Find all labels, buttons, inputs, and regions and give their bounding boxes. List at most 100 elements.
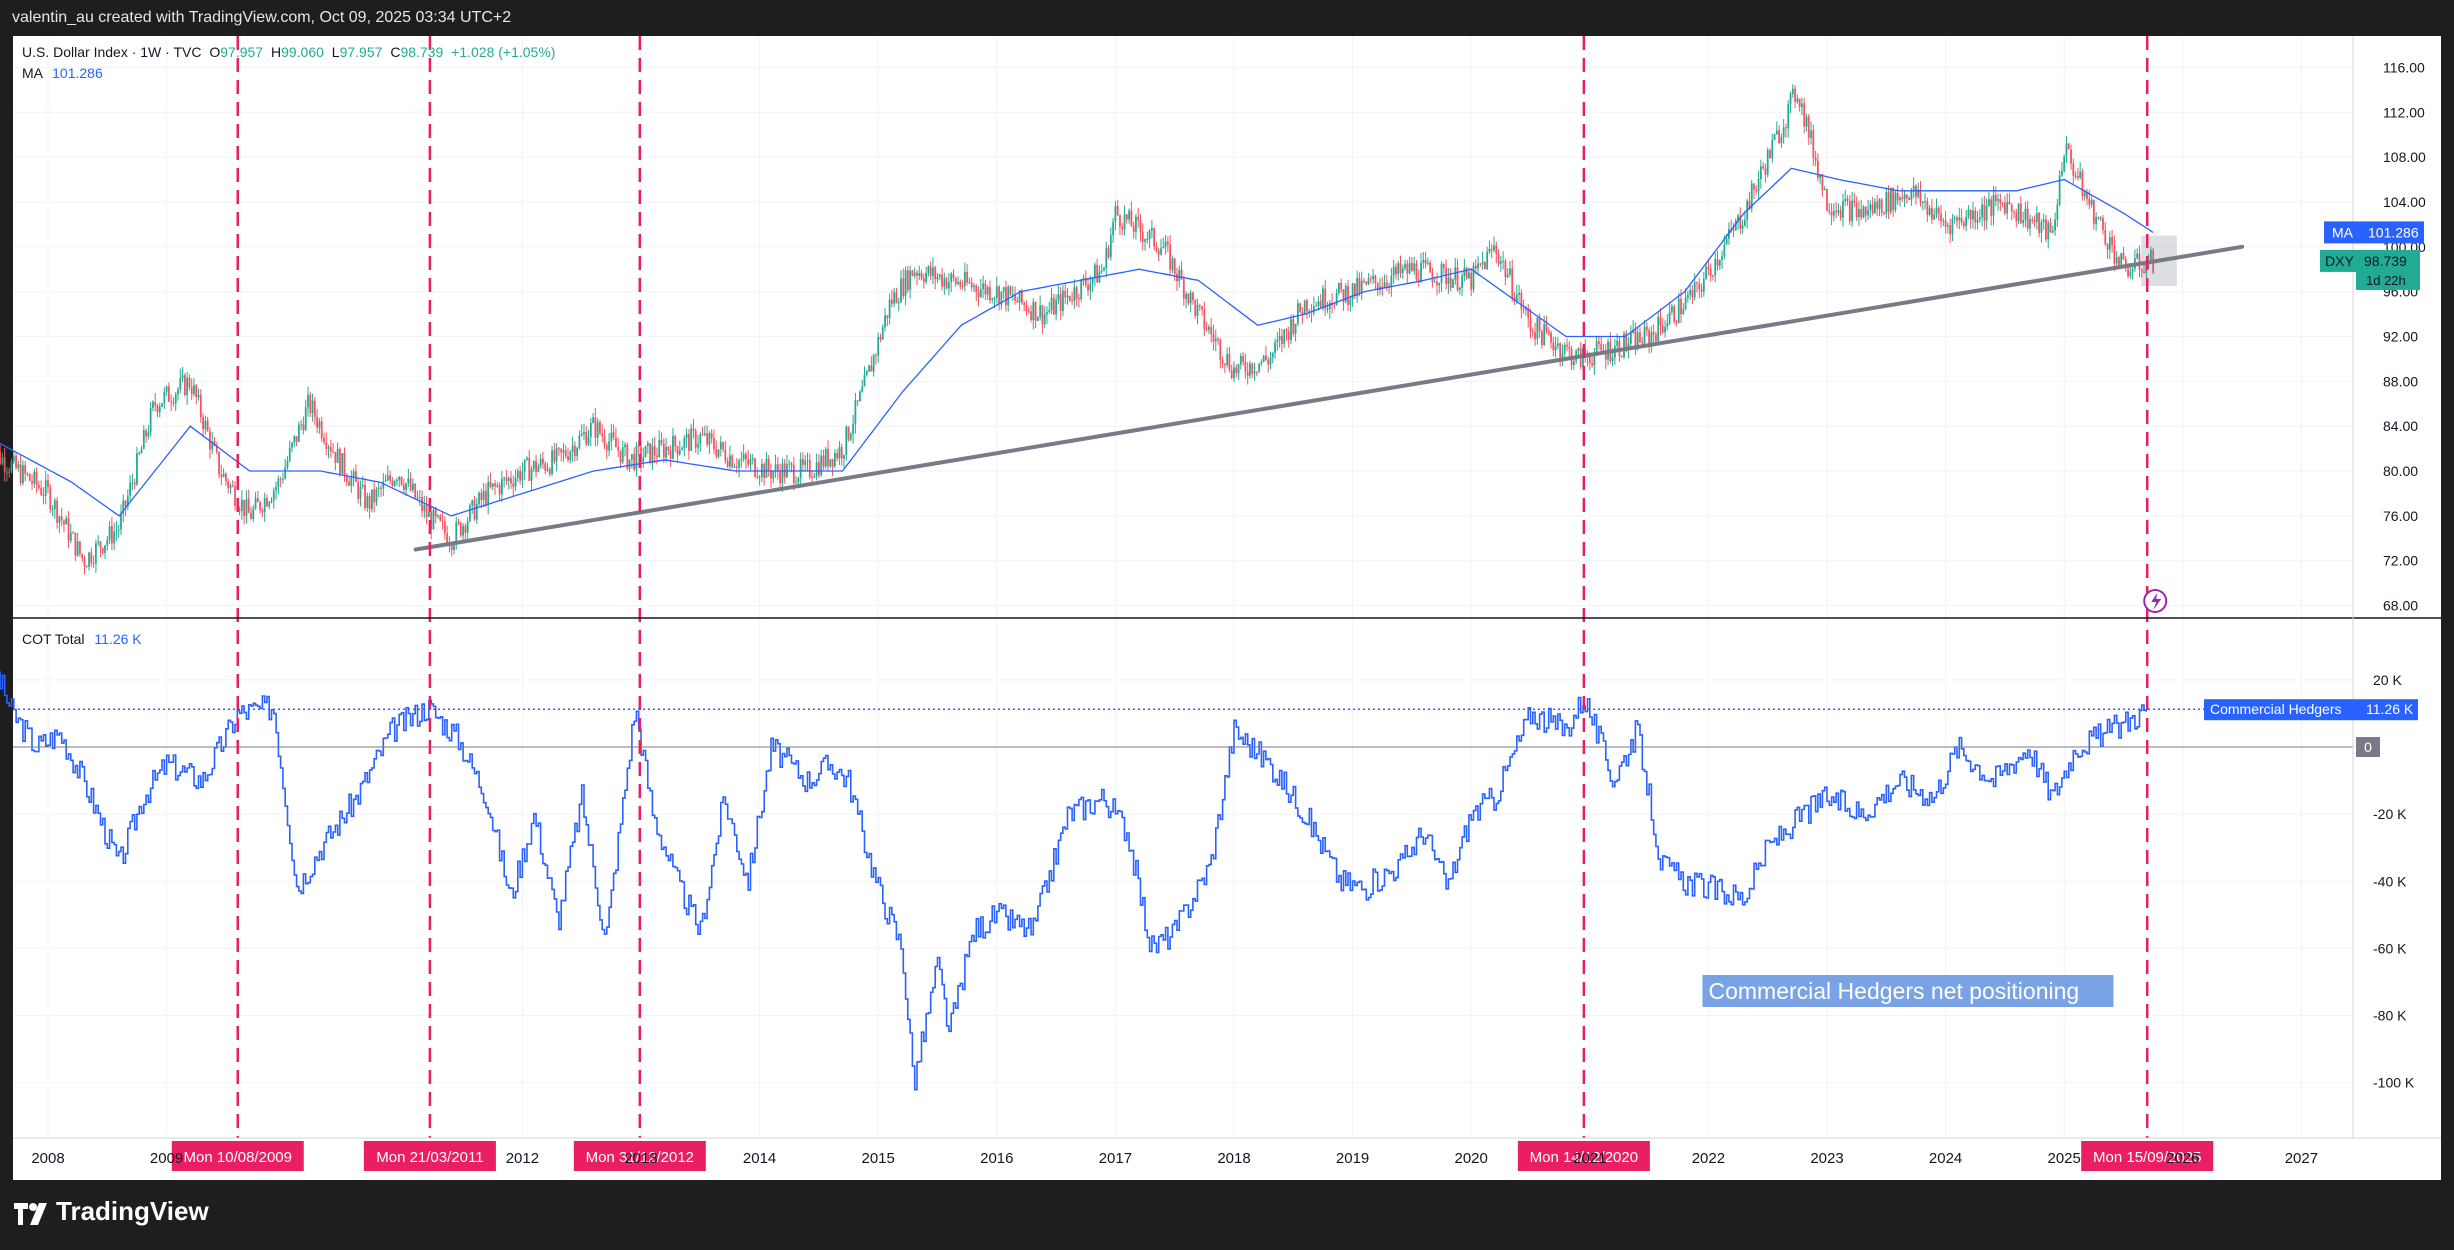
candle-body	[1023, 302, 1026, 305]
candle-body	[1276, 340, 1279, 343]
candle-body	[840, 447, 843, 459]
candle-body	[902, 278, 905, 296]
candle-body	[67, 518, 70, 541]
candle-body	[813, 476, 816, 478]
candle-body	[1465, 267, 1468, 279]
candle-body	[2076, 175, 2079, 178]
candle-body	[1787, 103, 1790, 128]
candle-body	[1629, 332, 1632, 344]
candle-body	[2090, 199, 2093, 205]
candle-body	[1794, 88, 1796, 102]
candle-body	[1648, 330, 1650, 345]
candle-body	[843, 455, 845, 459]
candle-body	[608, 441, 610, 451]
candle-body	[1132, 226, 1135, 232]
candle-body	[717, 449, 720, 457]
candle-body	[1755, 189, 1758, 192]
date-marker-label: Mon 15/09/2025	[2093, 1149, 2201, 1166]
candle-body	[174, 394, 177, 404]
candle-body	[332, 451, 334, 453]
candle-body	[995, 286, 998, 298]
candle-body	[564, 450, 567, 457]
candle-body	[692, 428, 695, 431]
cot-series-name: Commercial Hedgers	[2210, 701, 2341, 717]
candle-body	[421, 497, 423, 512]
candle-body	[8, 471, 11, 473]
candle-body	[1452, 279, 1454, 288]
candle-body	[911, 270, 914, 276]
open-value: 97.957	[220, 44, 264, 60]
candle-body	[954, 277, 957, 284]
candle-body	[1376, 282, 1379, 290]
candle-body	[462, 525, 464, 536]
candle-body	[380, 487, 382, 489]
candle-body	[2106, 243, 2109, 250]
candle-body	[3, 457, 6, 472]
candle-body	[585, 432, 588, 445]
candle-body	[2063, 156, 2066, 171]
candle-body	[1260, 361, 1263, 364]
dxy-tag-value: 98.739	[2364, 253, 2407, 269]
candle-body	[2056, 204, 2059, 220]
candle-body	[592, 417, 595, 423]
candle-body	[1442, 263, 1445, 268]
header-text: valentin_au created with TradingView.com…	[12, 9, 512, 26]
candle-body	[186, 377, 189, 396]
candle-body	[1429, 262, 1432, 273]
candle-body	[922, 278, 925, 282]
candle-body	[2045, 219, 2047, 240]
candle-body	[1668, 311, 1671, 324]
candle-body	[373, 489, 376, 503]
candle-body	[583, 432, 585, 434]
candle-body	[1315, 305, 1318, 307]
candle-body	[85, 566, 88, 568]
candle-body	[818, 462, 820, 476]
candle-body	[1000, 291, 1003, 305]
candle-body	[179, 378, 182, 390]
candle-body	[1280, 335, 1283, 344]
candle-body	[396, 480, 398, 482]
candle-body	[131, 482, 134, 484]
candle-body	[1262, 355, 1265, 362]
candle-body	[1296, 303, 1299, 324]
time-tick-label: 2018	[1217, 1150, 1250, 1167]
candle-body	[250, 512, 252, 520]
candle-body	[76, 541, 79, 556]
candle-body	[1552, 342, 1555, 351]
candle-body	[409, 478, 412, 491]
candle-body	[984, 283, 987, 295]
candle-body	[690, 428, 693, 451]
candle-body	[1374, 275, 1377, 283]
candle-body	[1059, 294, 1062, 312]
candle-body	[1766, 150, 1769, 175]
candle-body	[364, 484, 366, 508]
candle-body	[989, 287, 991, 301]
candle-body	[1960, 217, 1963, 223]
candle-body	[1709, 268, 1712, 276]
candle-body	[1513, 297, 1516, 302]
candle-body	[106, 539, 109, 546]
candle-body	[875, 355, 877, 357]
candle-body	[2029, 219, 2031, 229]
dxy-tag-label: DXY	[2325, 253, 2354, 269]
candle-body	[799, 459, 802, 478]
candle-body	[108, 526, 111, 540]
candle-body	[1591, 363, 1593, 366]
candle-body	[211, 441, 214, 450]
candle-body	[2099, 218, 2102, 220]
candle-body	[1093, 264, 1096, 279]
candle-body	[309, 394, 312, 414]
candle-body	[1958, 217, 1961, 221]
candle-body	[2097, 217, 2100, 219]
candle-body	[975, 285, 978, 293]
candle-body	[129, 482, 132, 496]
candle-body	[1917, 189, 1920, 197]
candle-body	[966, 271, 969, 283]
candle-body	[551, 450, 553, 475]
time-tick-label: 2027	[2285, 1150, 2318, 1167]
candle-body	[1342, 289, 1345, 302]
candle-body	[1892, 188, 1895, 211]
candle-body	[202, 417, 204, 430]
tradingview-logo[interactable]: TradingView	[14, 1196, 209, 1227]
